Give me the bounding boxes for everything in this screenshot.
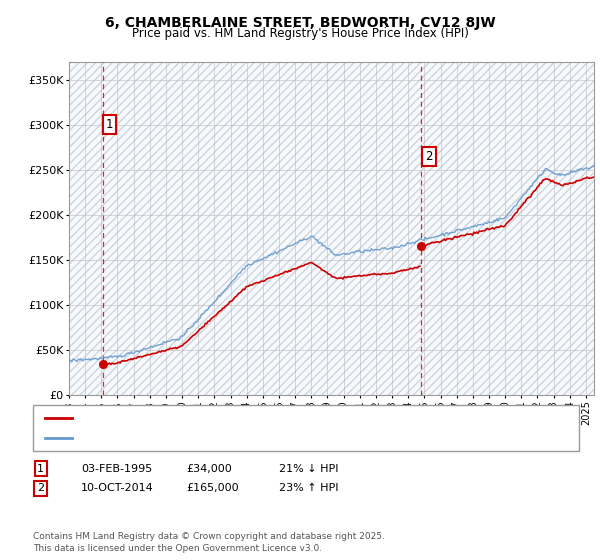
Text: HPI: Average price, semi-detached house, Nuneaton and Bedworth: HPI: Average price, semi-detached house,…	[78, 433, 427, 443]
Text: 6, CHAMBERLAINE STREET, BEDWORTH, CV12 8JW (semi-detached house): 6, CHAMBERLAINE STREET, BEDWORTH, CV12 8…	[78, 413, 464, 423]
Text: 1: 1	[106, 118, 113, 131]
Text: 23% ↑ HPI: 23% ↑ HPI	[279, 483, 338, 493]
Text: 21% ↓ HPI: 21% ↓ HPI	[279, 464, 338, 474]
Text: Contains HM Land Registry data © Crown copyright and database right 2025.
This d: Contains HM Land Registry data © Crown c…	[33, 533, 385, 553]
Text: 6, CHAMBERLAINE STREET, BEDWORTH, CV12 8JW: 6, CHAMBERLAINE STREET, BEDWORTH, CV12 8…	[104, 16, 496, 30]
Text: £34,000: £34,000	[186, 464, 232, 474]
Text: 1: 1	[37, 464, 44, 474]
Text: 03-FEB-1995: 03-FEB-1995	[81, 464, 152, 474]
Text: 2: 2	[425, 150, 433, 162]
Text: £165,000: £165,000	[186, 483, 239, 493]
Text: 10-OCT-2014: 10-OCT-2014	[81, 483, 154, 493]
Text: 2: 2	[37, 483, 44, 493]
Text: Price paid vs. HM Land Registry's House Price Index (HPI): Price paid vs. HM Land Registry's House …	[131, 27, 469, 40]
